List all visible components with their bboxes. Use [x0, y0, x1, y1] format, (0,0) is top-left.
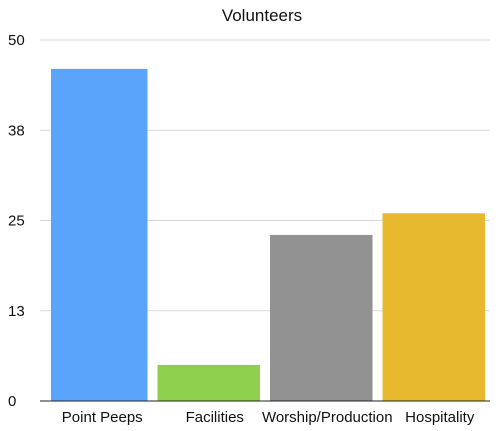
y-tick-label: 0: [8, 393, 16, 410]
x-axis-labels: Point Peeps Facilities Worship/Production H…: [62, 409, 475, 426]
chart-title: Volunteers: [222, 6, 302, 25]
y-axis-ticks: 0 13 25 38 50: [8, 32, 25, 410]
bar-worship-production: [270, 234, 373, 401]
x-tick-label: Worship/Production: [262, 409, 393, 426]
x-tick-label: Point Peeps: [62, 409, 143, 426]
bar-hospitality: [382, 213, 485, 401]
x-tick-label: Facilities: [186, 409, 244, 426]
y-tick-label: 50: [8, 32, 25, 49]
y-tick-label: 38: [8, 122, 25, 139]
bars: [51, 68, 485, 401]
x-tick-label: Hospitality: [405, 409, 475, 426]
bar-point-peeps: [51, 68, 148, 401]
y-tick-label: 13: [8, 303, 25, 320]
y-tick-label: 25: [8, 213, 25, 230]
bar-facilities: [157, 364, 260, 401]
